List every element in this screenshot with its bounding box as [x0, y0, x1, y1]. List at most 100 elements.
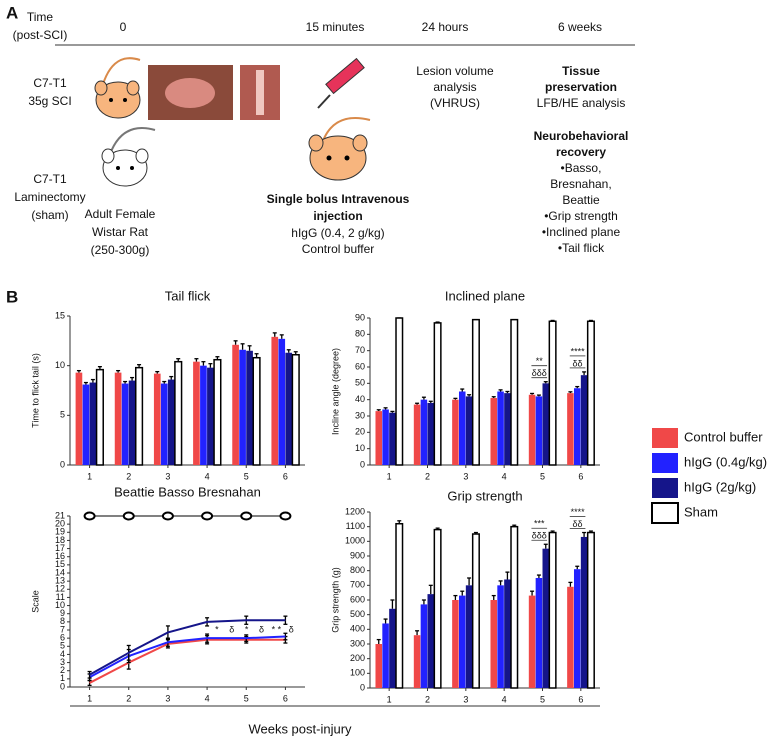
- treatment-text: hIgG (0.4, 2 g/kg): [291, 226, 384, 240]
- significance-label: *: [215, 624, 219, 634]
- tissue-text: LFB/HE analysis: [537, 96, 626, 110]
- x-tick-label: 1: [387, 694, 392, 704]
- y-tick-label: 60: [355, 361, 365, 371]
- group-label: Laminectomy: [14, 190, 85, 204]
- x-tick-label: 4: [205, 693, 210, 703]
- x-tick-label: 5: [244, 471, 249, 481]
- y-tick-label: 9: [60, 608, 65, 618]
- error-bar: [467, 577, 472, 586]
- treatment-title: Single bolus Intravenous: [267, 192, 410, 206]
- bar: [504, 393, 511, 465]
- error-bar: [582, 371, 587, 376]
- y-tick-label: 10: [55, 600, 65, 610]
- significance-label: δ: [259, 624, 264, 634]
- error-bar: [505, 390, 510, 394]
- error-bar: [283, 632, 288, 637]
- group-label: 35g SCI: [28, 94, 71, 108]
- error-bar: [90, 378, 95, 383]
- bar: [375, 411, 382, 465]
- y-tick-label: 100: [350, 668, 365, 678]
- y-tick-label: 1100: [346, 521, 365, 531]
- error-bar: [126, 644, 131, 653]
- error-bar: [536, 574, 541, 578]
- bar: [528, 595, 536, 688]
- y-tick-label: 14: [55, 567, 65, 577]
- x-tick-label: 2: [425, 471, 430, 481]
- y-tick-label: 19: [55, 527, 65, 537]
- bar: [114, 372, 122, 465]
- error-bar: [233, 340, 238, 345]
- y-tick-label: 0: [360, 459, 365, 469]
- error-bar: [575, 565, 580, 570]
- chart-title: Beattie Basso Bresnahan: [114, 484, 261, 499]
- legend-swatch: [651, 502, 679, 524]
- tissue-title: Tissue: [562, 64, 600, 78]
- error-bar: [194, 358, 199, 362]
- error-bar: [390, 599, 395, 609]
- error-bar: [460, 590, 465, 596]
- error-bar: [201, 361, 206, 366]
- y-tick-label: 5: [60, 641, 65, 651]
- significance-label: *: [245, 624, 249, 634]
- bar: [82, 384, 90, 465]
- legend-label: hIgG (2g/kg): [684, 479, 756, 494]
- imaging-text: (VHRUS): [430, 96, 480, 110]
- bar: [580, 375, 588, 465]
- error-bar: [272, 332, 277, 337]
- bar: [586, 531, 595, 689]
- error-bar: [543, 543, 548, 549]
- y-tick-label: 5: [60, 410, 65, 420]
- orange-rat: [308, 117, 371, 181]
- bar: [134, 366, 144, 466]
- y-tick-label: 10: [355, 443, 365, 453]
- x-tick-label: 4: [502, 694, 507, 704]
- y-tick-label: 12: [55, 584, 65, 594]
- y-tick-label: 20: [355, 427, 365, 437]
- bar: [128, 380, 136, 465]
- error-bar: [498, 389, 503, 392]
- point: [279, 511, 292, 521]
- error-bar: [123, 380, 128, 384]
- error-bar: [491, 594, 496, 600]
- timepoint: 15 minutes: [306, 20, 365, 34]
- x-tick-label: 4: [205, 471, 210, 481]
- orange-rat: [94, 57, 141, 119]
- panel-label: A: [6, 3, 18, 22]
- error-bar: [498, 580, 503, 586]
- y-tick-label: 1200: [345, 506, 365, 516]
- y-tick-label: 400: [350, 624, 365, 634]
- y-tick-label: 15: [55, 310, 65, 320]
- bar: [535, 396, 543, 465]
- bar: [586, 320, 595, 466]
- error-bar: [421, 599, 426, 605]
- bar: [278, 338, 286, 465]
- y-tick-label: 0: [60, 681, 65, 691]
- bar: [573, 388, 581, 465]
- significance-label: δδδ: [532, 368, 547, 378]
- significance-label: δ: [289, 624, 294, 634]
- bar: [271, 336, 279, 465]
- y-tick-label: 20: [55, 519, 65, 529]
- error-bar: [453, 594, 458, 600]
- bar: [452, 600, 459, 688]
- error-bar: [76, 369, 81, 373]
- error-bar: [155, 370, 160, 374]
- error-bar: [460, 388, 465, 392]
- bar: [504, 579, 511, 688]
- significance-label: δ: [229, 624, 234, 634]
- error-bar: [83, 381, 88, 385]
- x-tick-label: 3: [165, 471, 170, 481]
- error-bar: [491, 396, 496, 399]
- error-bar: [87, 682, 92, 687]
- group-label: C7-T1: [33, 76, 67, 90]
- error-bar: [286, 349, 291, 353]
- significance-label: * *: [272, 624, 282, 634]
- x-tick-label: 3: [463, 694, 468, 704]
- y-tick-label: 0: [60, 459, 65, 469]
- bar: [433, 322, 442, 466]
- x-tick-label: 1: [87, 693, 92, 703]
- y-tick-label: 800: [350, 565, 365, 575]
- y-tick-label: 50: [355, 378, 365, 388]
- bar: [528, 394, 536, 465]
- timepoint: 6 weeks: [558, 20, 602, 34]
